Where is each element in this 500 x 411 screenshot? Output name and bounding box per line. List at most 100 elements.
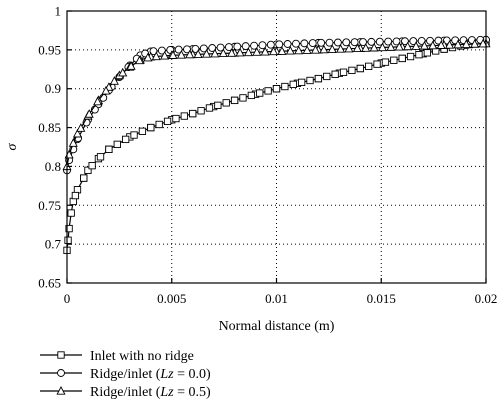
- circle-marker: [392, 37, 401, 46]
- triangle-marker: [176, 49, 186, 59]
- triangle-marker: [336, 44, 346, 53]
- circle-marker: [384, 37, 393, 46]
- circle-marker: [233, 42, 242, 51]
- triangle-marker: [352, 43, 362, 53]
- square-marker: [130, 131, 138, 139]
- square-marker: [65, 224, 73, 233]
- x-axis-title: Normal distance (m): [219, 319, 335, 334]
- y-tick-label: 0.95: [38, 42, 61, 57]
- x-tick-label: 0.02: [475, 291, 498, 306]
- triangle-marker: [436, 40, 446, 49]
- triangle-marker: [403, 41, 413, 51]
- circle-marker: [149, 47, 158, 56]
- circle-marker: [258, 41, 267, 50]
- triangle-marker: [118, 67, 128, 77]
- triangle-marker: [126, 61, 136, 70]
- square-marker: [339, 68, 348, 76]
- triangle-marker: [134, 55, 145, 65]
- circle-marker: [283, 40, 292, 48]
- square-marker: [272, 85, 281, 93]
- triangle-marker: [419, 40, 429, 50]
- triangle-marker: [478, 38, 488, 48]
- y-tick-label: 1: [55, 4, 62, 19]
- square-marker: [264, 87, 272, 95]
- triangle-marker: [361, 43, 371, 52]
- square-marker: [306, 76, 314, 85]
- circle-marker: [216, 43, 225, 52]
- circle-marker: [300, 39, 309, 48]
- circle-marker: [367, 37, 376, 46]
- legend-item: Ridge/inlet (Lz = 0.5): [40, 385, 211, 400]
- circle-marker: [208, 44, 217, 52]
- triangle-marker: [56, 386, 66, 395]
- triangle-marker: [252, 47, 262, 56]
- square-marker: [390, 56, 398, 64]
- circle-marker: [409, 37, 418, 46]
- square-marker: [247, 91, 256, 100]
- triangle-marker: [151, 51, 161, 61]
- triangle-marker: [386, 42, 396, 51]
- triangle-marker: [310, 45, 321, 54]
- circle-marker: [317, 38, 326, 47]
- square-marker: [147, 123, 155, 132]
- triangle-marker: [109, 76, 119, 85]
- square-marker: [122, 135, 130, 144]
- circle-marker: [199, 44, 208, 53]
- triangle-marker: [470, 39, 480, 48]
- triangle-marker: [201, 49, 212, 58]
- x-tick-label: 0.015: [367, 291, 396, 306]
- square-marker: [155, 120, 163, 129]
- legend-label: Ridge/inlet (Lz = 0.0): [90, 367, 211, 382]
- square-marker: [71, 191, 80, 200]
- series-layer: [62, 35, 491, 255]
- legend: Inlet with no ridge Ridge/inlet (Lz = 0.0…: [40, 349, 211, 400]
- legend-label: Inlet with no ridge: [90, 349, 194, 364]
- square-marker: [222, 99, 230, 107]
- square-marker: [172, 114, 180, 123]
- circle-marker: [342, 38, 351, 47]
- square-marker: [406, 52, 415, 61]
- triangle-marker: [302, 45, 312, 54]
- circle-marker: [266, 40, 275, 49]
- triangle-marker: [76, 123, 86, 132]
- triangle-marker: [168, 50, 178, 59]
- triangle-marker: [461, 39, 471, 49]
- tick-layer: 0.65 0.7 0.75 0.8 0.85 0.9 0.95 1 0 0.005 0.01 0.01…: [38, 4, 497, 307]
- triangle-marker: [411, 41, 421, 50]
- square-marker: [80, 174, 88, 182]
- y-tick-label: 0.9: [45, 81, 61, 96]
- y-tick-label: 0.75: [38, 198, 61, 213]
- triangle-marker: [235, 47, 245, 57]
- square-marker: [64, 236, 72, 244]
- triangle-marker: [277, 46, 287, 55]
- square-marker: [423, 49, 431, 57]
- y-tick-label: 0.8: [45, 159, 61, 174]
- triangle-marker: [260, 46, 270, 56]
- square-marker: [88, 162, 96, 170]
- circle-marker: [308, 39, 317, 48]
- triangle-marker: [285, 45, 295, 55]
- circle-marker: [183, 45, 191, 54]
- triangle-marker: [143, 52, 153, 62]
- triangle-marker: [294, 45, 304, 55]
- triangle-marker: [185, 49, 195, 59]
- triangle-marker: [218, 48, 228, 58]
- square-marker: [373, 60, 381, 68]
- triangle-marker: [84, 109, 94, 118]
- triangle-marker: [68, 138, 78, 147]
- circle-marker: [157, 46, 166, 55]
- square-marker: [256, 89, 264, 97]
- square-marker: [84, 166, 92, 174]
- square-marker: [331, 70, 339, 78]
- triangle-marker: [243, 47, 253, 57]
- circle-marker: [375, 37, 384, 46]
- square-marker: [415, 51, 423, 59]
- square-marker: [180, 112, 188, 120]
- square-marker: [197, 107, 205, 115]
- series-triangle: [62, 38, 491, 171]
- square-marker: [381, 58, 390, 66]
- triangle-marker: [344, 43, 354, 53]
- triangle-marker: [377, 42, 388, 52]
- square-marker: [138, 127, 147, 135]
